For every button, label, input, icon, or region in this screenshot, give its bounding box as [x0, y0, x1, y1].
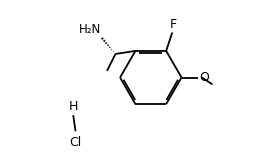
Text: H: H — [68, 100, 78, 113]
Text: O: O — [199, 71, 209, 84]
Text: F: F — [170, 18, 177, 31]
Text: H₂N: H₂N — [79, 23, 101, 36]
Text: Cl: Cl — [70, 136, 82, 149]
